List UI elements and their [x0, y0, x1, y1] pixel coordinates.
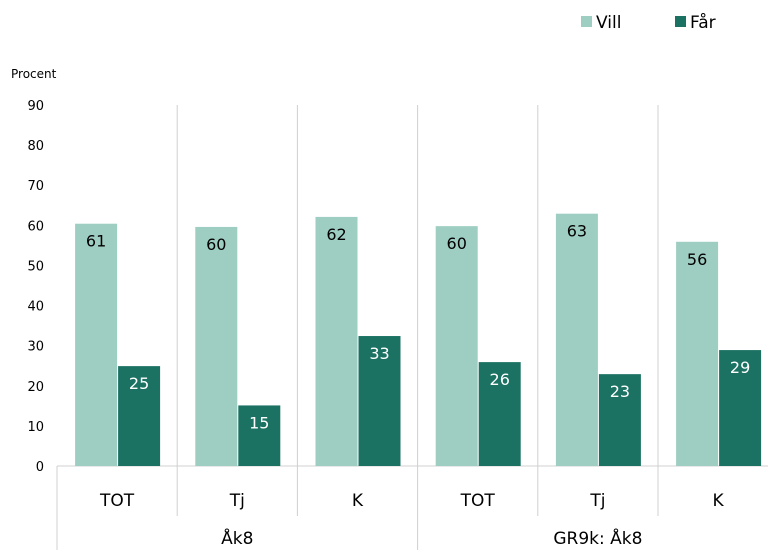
- bar-vill-5: [676, 241, 719, 466]
- y-tick-label: 40: [27, 300, 44, 315]
- y-tick-label: 60: [27, 219, 44, 234]
- data-label: 61: [86, 232, 106, 251]
- x-category-label: K: [352, 491, 364, 511]
- bar-f-r-2: [358, 336, 401, 466]
- x-category-label: Tj: [589, 491, 605, 511]
- x-category-label: Tj: [229, 491, 245, 511]
- x-group-label: Åk8: [221, 527, 253, 549]
- data-label: 29: [730, 358, 750, 377]
- y-tick-label: 80: [27, 139, 44, 154]
- legend-label: Får: [690, 12, 716, 33]
- bar-f-r-1: [238, 405, 281, 466]
- y-tick-label: 10: [27, 420, 44, 435]
- data-label: 26: [490, 370, 510, 389]
- x-category-label: TOT: [460, 491, 496, 511]
- y-tick-label: 0: [36, 460, 44, 475]
- bar-f-r-3: [478, 362, 521, 466]
- data-label: 56: [687, 250, 707, 269]
- data-label: 23: [610, 382, 630, 401]
- y-axis-title: Procent: [11, 67, 57, 81]
- x-category-label: K: [713, 491, 725, 511]
- legend-swatch: [581, 16, 592, 27]
- bar-f-r-4: [598, 374, 641, 466]
- data-label: 15: [249, 413, 269, 432]
- data-label: 33: [369, 344, 389, 363]
- bar-f-r-5: [719, 350, 762, 466]
- y-tick-label: 30: [27, 340, 44, 355]
- data-label: 60: [447, 234, 467, 253]
- bar-vill-0: [75, 223, 118, 466]
- bar-vill-2: [315, 216, 358, 466]
- bar-vill-4: [555, 213, 598, 466]
- x-category-label: TOT: [99, 491, 135, 511]
- y-tick-label: 70: [27, 179, 44, 194]
- bar-f-r-0: [118, 366, 161, 466]
- y-tick-label: 50: [27, 259, 44, 274]
- data-label: 63: [567, 222, 587, 241]
- x-group-label: GR9k: Åk8: [553, 527, 642, 549]
- bar-vill-1: [195, 226, 238, 466]
- legend-swatch: [675, 16, 686, 27]
- data-label: 62: [326, 225, 346, 244]
- legend-label: Vill: [596, 13, 621, 33]
- y-tick-label: 90: [27, 99, 44, 114]
- bar-vill-3: [435, 226, 478, 466]
- y-tick-label: 20: [27, 380, 44, 395]
- data-label: 60: [206, 235, 226, 254]
- data-label: 25: [129, 374, 149, 393]
